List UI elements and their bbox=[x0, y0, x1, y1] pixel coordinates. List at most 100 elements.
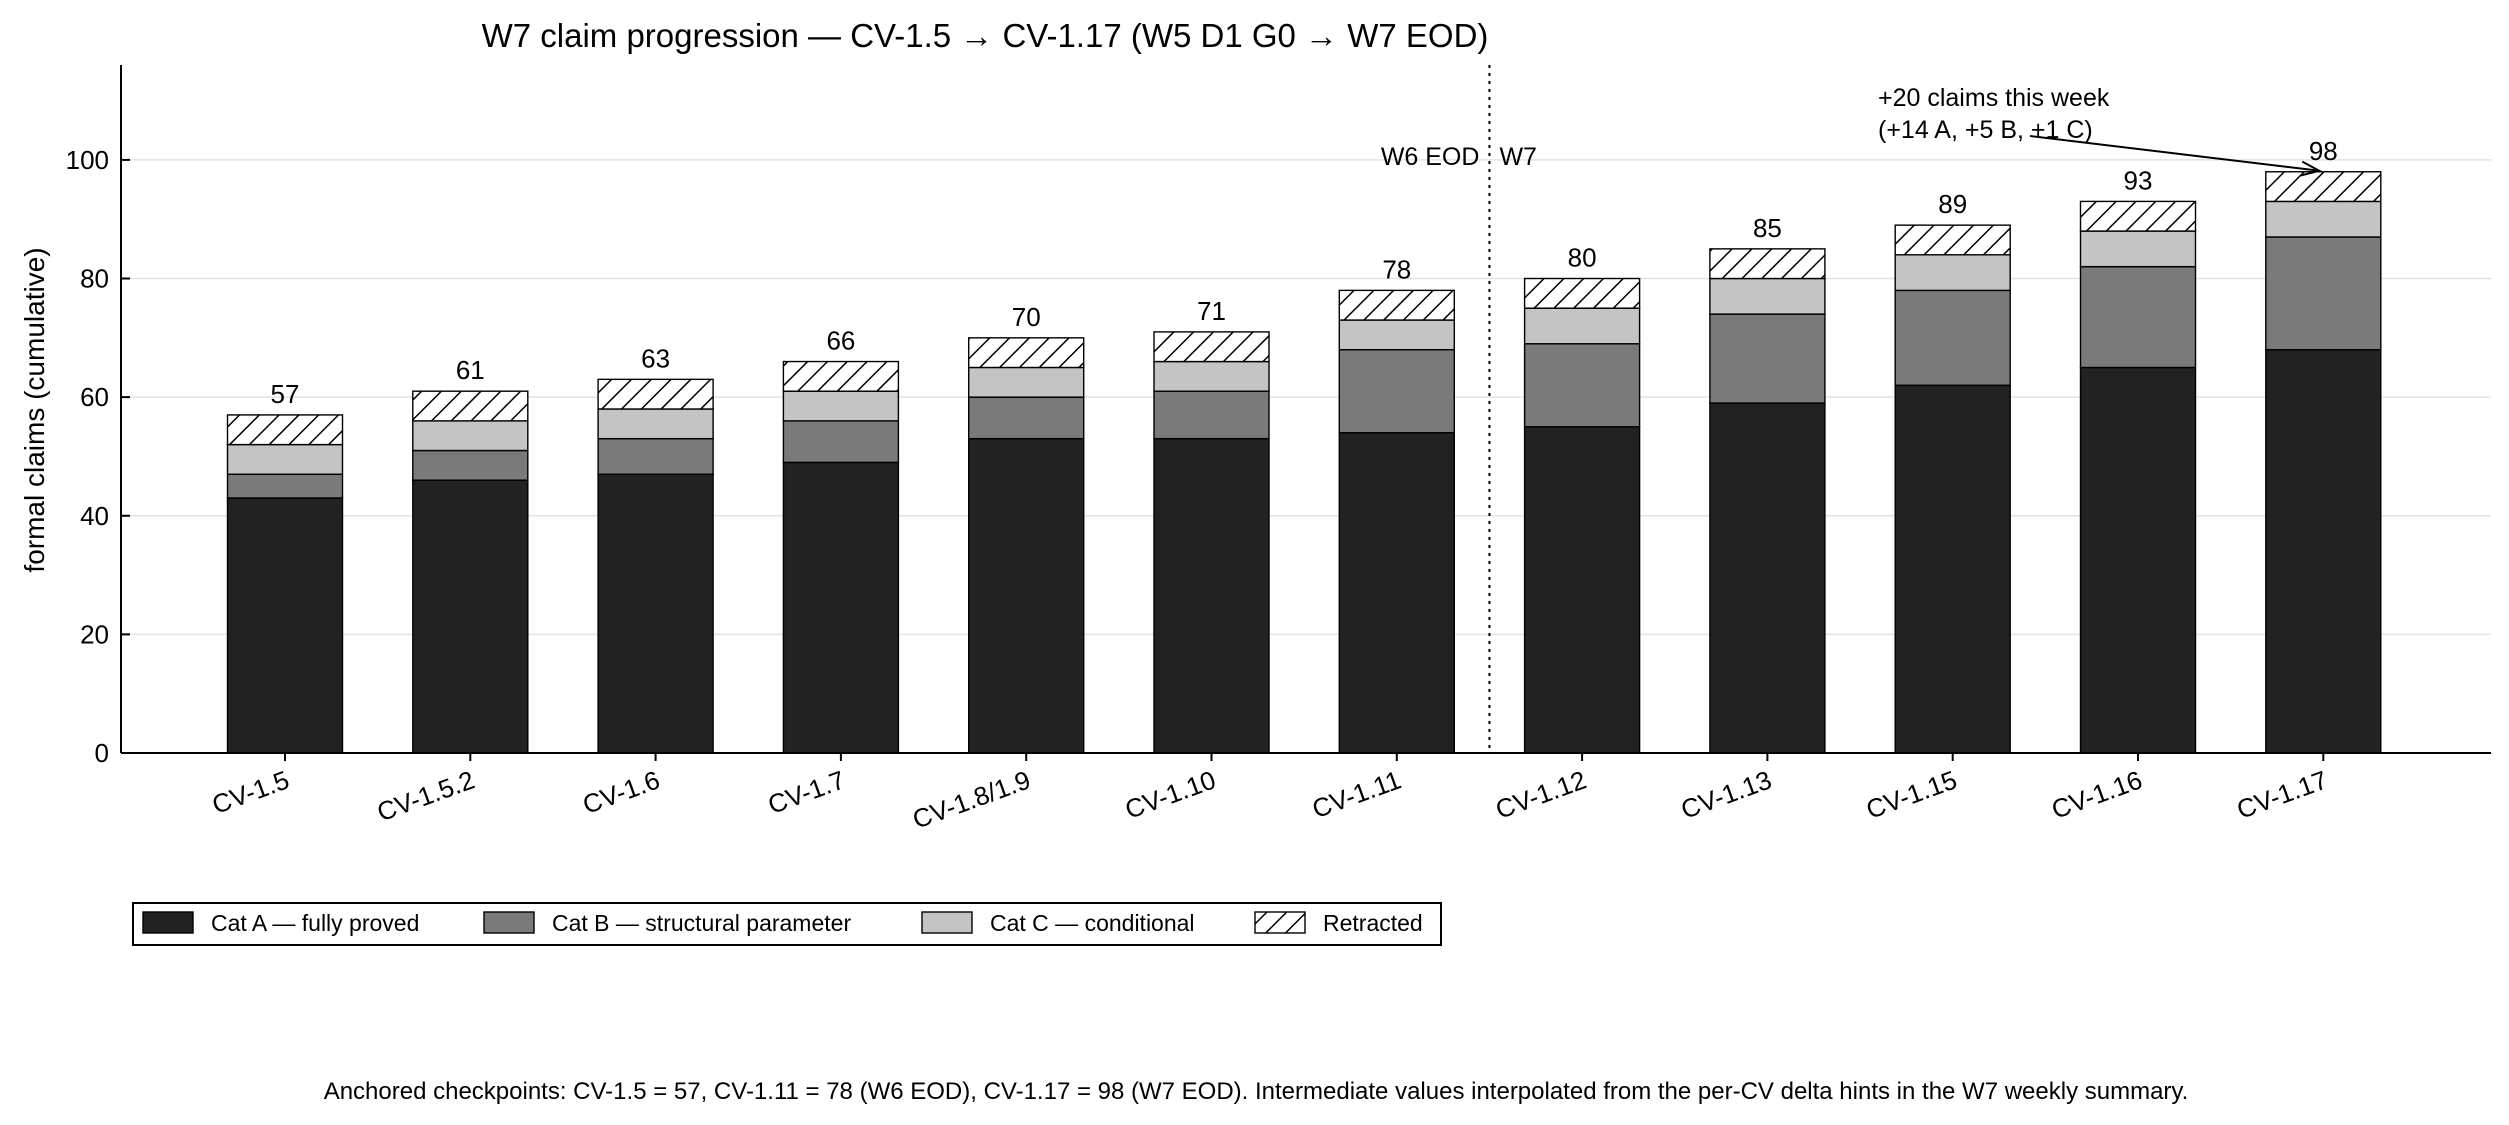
bar-segment bbox=[1153, 331, 1270, 363]
bar-segment bbox=[412, 449, 529, 481]
bar-segment bbox=[1709, 402, 1826, 754]
x-tick-label: CV-1.5 bbox=[208, 764, 293, 819]
bar-segment bbox=[1709, 277, 1826, 315]
legend-swatch bbox=[1254, 911, 1306, 934]
bar-stack bbox=[597, 378, 714, 754]
legend-label: Retracted bbox=[1323, 910, 1423, 936]
week-divider: W6 EOD W7 bbox=[1381, 65, 1537, 753]
x-tick-label: CV-1.17 bbox=[2233, 764, 2332, 824]
total-label: 78 bbox=[1382, 254, 1411, 284]
legend-entry: Cat A — fully proved bbox=[142, 910, 419, 936]
bar-stack bbox=[2265, 171, 2382, 754]
total-label: 63 bbox=[641, 343, 670, 373]
bar-segment bbox=[2265, 236, 2382, 351]
divider-left-label: W6 EOD bbox=[1381, 143, 1480, 171]
total-label: 80 bbox=[1568, 243, 1597, 273]
bar-segment bbox=[1894, 384, 2011, 754]
weekly-annotation: +20 claims this week(+14 A, +5 B, +1 C) bbox=[1878, 84, 2323, 177]
y-tick-label: 40 bbox=[80, 501, 109, 531]
legend-entry: Retracted bbox=[1254, 910, 1423, 936]
divider-right-label: W7 bbox=[1499, 143, 1537, 171]
bar-segment bbox=[2079, 200, 2197, 232]
bar-segment bbox=[2079, 230, 2197, 268]
bar-segment bbox=[1338, 432, 1456, 754]
bar-segment bbox=[968, 396, 1085, 440]
x-tick-label: CV-1.13 bbox=[1677, 764, 1776, 824]
total-label: 89 bbox=[1938, 189, 1967, 219]
legend-swatch bbox=[921, 911, 973, 934]
total-labels: 57 61 63 66 70 71 78 80 85 89 93 98 bbox=[271, 136, 2338, 409]
bar-segment bbox=[1153, 360, 1270, 392]
bar-segment bbox=[1338, 319, 1456, 351]
bar-stack bbox=[412, 390, 529, 754]
x-tick-label: CV-1.12 bbox=[1492, 764, 1591, 824]
legend: Cat A — fully proved Cat B — structural p… bbox=[132, 902, 1442, 946]
bar-segment bbox=[597, 437, 714, 475]
bar-segment bbox=[1894, 224, 2011, 256]
annotation-line: +20 claims this week bbox=[1878, 84, 2110, 112]
bar-stack bbox=[1338, 289, 1456, 754]
x-tick-label: CV-1.15 bbox=[1862, 764, 1961, 824]
bar-segment bbox=[1523, 277, 1641, 309]
y-tick-label: 60 bbox=[80, 382, 109, 412]
bars bbox=[226, 171, 2382, 754]
y-tick-label: 20 bbox=[80, 619, 109, 649]
y-axis-ticks: 0 20 40 60 80 100 bbox=[66, 145, 130, 768]
x-tick-label: CV-1.11 bbox=[1308, 764, 1405, 824]
bar-segment bbox=[226, 414, 344, 446]
total-label: 61 bbox=[456, 355, 485, 385]
bar-segment bbox=[2265, 200, 2382, 238]
y-tick-label: 80 bbox=[80, 264, 109, 294]
annotation-arrowhead bbox=[2300, 160, 2323, 177]
bar-stack bbox=[1153, 331, 1270, 754]
bar-stack bbox=[1709, 248, 1826, 754]
annotation-arrow bbox=[2029, 135, 2320, 172]
bar-segment bbox=[968, 366, 1085, 398]
x-axis-ticks: CV-1.5 CV-1.5.2 CV-1.6 CV-1.7 CV-1.8/1.9 CV-1… bbox=[208, 753, 2331, 835]
bar-stack bbox=[782, 360, 900, 754]
bar-stack bbox=[1523, 277, 1641, 754]
x-tick-label: CV-1.16 bbox=[2048, 764, 2147, 824]
bar-segment bbox=[968, 337, 1085, 369]
bar-segment bbox=[1153, 390, 1270, 440]
bar-segment bbox=[1523, 307, 1641, 345]
bar-stack bbox=[2079, 200, 2197, 754]
axes bbox=[120, 65, 2491, 754]
bar-stack bbox=[226, 414, 344, 754]
total-label: 98 bbox=[2309, 136, 2338, 166]
y-axis-label: formal claims (cumulative) bbox=[19, 247, 50, 572]
total-label: 70 bbox=[1012, 302, 1041, 332]
y-tick-label: 100 bbox=[66, 145, 109, 175]
total-label: 57 bbox=[271, 379, 300, 409]
bar-segment bbox=[1338, 289, 1456, 321]
bar-segment bbox=[226, 443, 344, 475]
bar-segment bbox=[1523, 426, 1641, 754]
bar-segment bbox=[2079, 366, 2197, 754]
x-tick-label: CV-1.7 bbox=[764, 764, 849, 819]
bar-segment bbox=[782, 390, 900, 422]
bar-segment bbox=[226, 473, 344, 499]
bar-segment bbox=[2079, 265, 2197, 369]
legend-swatch bbox=[483, 911, 535, 934]
legend-swatch bbox=[142, 911, 194, 934]
y-tick-label: 0 bbox=[95, 738, 109, 768]
total-label: 93 bbox=[2124, 165, 2153, 195]
chart-title: W7 claim progression — CV-1.5 → CV-1.17 … bbox=[482, 17, 1489, 54]
bar-segment bbox=[1894, 289, 2011, 386]
bar-segment bbox=[412, 390, 529, 422]
bar-segment bbox=[1894, 254, 2011, 292]
bar-segment bbox=[2265, 348, 2382, 754]
bar-segment bbox=[597, 408, 714, 440]
bar-segment bbox=[412, 420, 529, 452]
footnote: Anchored checkpoints: CV-1.5 = 57, CV-1.… bbox=[324, 1078, 2189, 1105]
legend-label: Cat A — fully proved bbox=[211, 910, 419, 936]
legend-label: Cat B — structural parameter bbox=[552, 910, 851, 936]
bar-segment bbox=[226, 497, 344, 754]
bar-segment bbox=[2265, 171, 2382, 203]
x-tick-label: CV-1.8/1.9 bbox=[909, 764, 1035, 834]
bar-segment bbox=[782, 360, 900, 392]
total-label: 71 bbox=[1197, 296, 1226, 326]
bar-segment bbox=[968, 437, 1085, 754]
legend-box bbox=[132, 902, 1442, 946]
